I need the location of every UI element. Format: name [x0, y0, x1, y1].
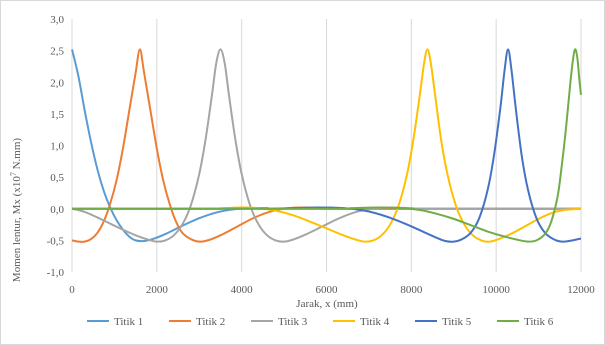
y-tick-label: 0,5 [50, 172, 64, 184]
x-tick-label: 2000 [146, 284, 169, 296]
x-tick-label: 0 [69, 284, 75, 296]
y-axis-label-superscript: 7 [9, 172, 18, 176]
x-axis-label: Jarak, x (mm) [296, 298, 358, 310]
series-line-titik-4 [71, 48, 582, 243]
grid-lines [71, 19, 582, 272]
y-axis-label-part: N.mm) [11, 138, 23, 173]
legend-label: Titik 5 [442, 316, 472, 328]
y-tick-labels: -1,0 -0,5 0,0 0,5 1,0 1,5 2,0 2,5 3,0 [47, 14, 65, 279]
legend-label: Titik 4 [360, 316, 390, 328]
x-tick-label: 6000 [316, 284, 339, 296]
legend-label: Titik 3 [278, 316, 308, 328]
y-tick-label: -1,0 [47, 267, 65, 279]
y-tick-label: 2,5 [50, 46, 64, 58]
x-tick-labels: 0 2000 4000 6000 8000 10000 12000 [69, 284, 595, 296]
y-tick-label: 2,0 [50, 77, 64, 89]
y-tick-label: 0,0 [50, 204, 64, 216]
y-tick-label: 1,0 [50, 141, 64, 153]
x-tick-label: 10000 [482, 284, 510, 296]
x-tick-label: 4000 [231, 284, 254, 296]
legend-label: Titik 2 [196, 316, 225, 328]
y-tick-label: -0,5 [47, 235, 65, 247]
series-line-titik-5 [71, 48, 582, 243]
x-tick-label: 8000 [400, 284, 423, 296]
series-line-titik-6 [71, 48, 582, 243]
y-axis-label: Momen lentur, Mx (x107 N.mm) [9, 138, 23, 282]
y-tick-label: 1,5 [50, 109, 64, 121]
legend-label: Titik 6 [524, 316, 554, 328]
x-tick-label: 12000 [567, 284, 595, 296]
y-tick-label: 3,0 [50, 14, 64, 26]
series-line-titik-3 [71, 48, 582, 243]
legend-label: Titik 1 [114, 316, 143, 328]
y-axis-label-part: Momen lentur, Mx (x10 [11, 176, 23, 282]
legend: Titik 1 Titik 2 Titik 3 Titik 4 Titik 5 Titik… [87, 316, 554, 328]
series-group [71, 48, 582, 243]
